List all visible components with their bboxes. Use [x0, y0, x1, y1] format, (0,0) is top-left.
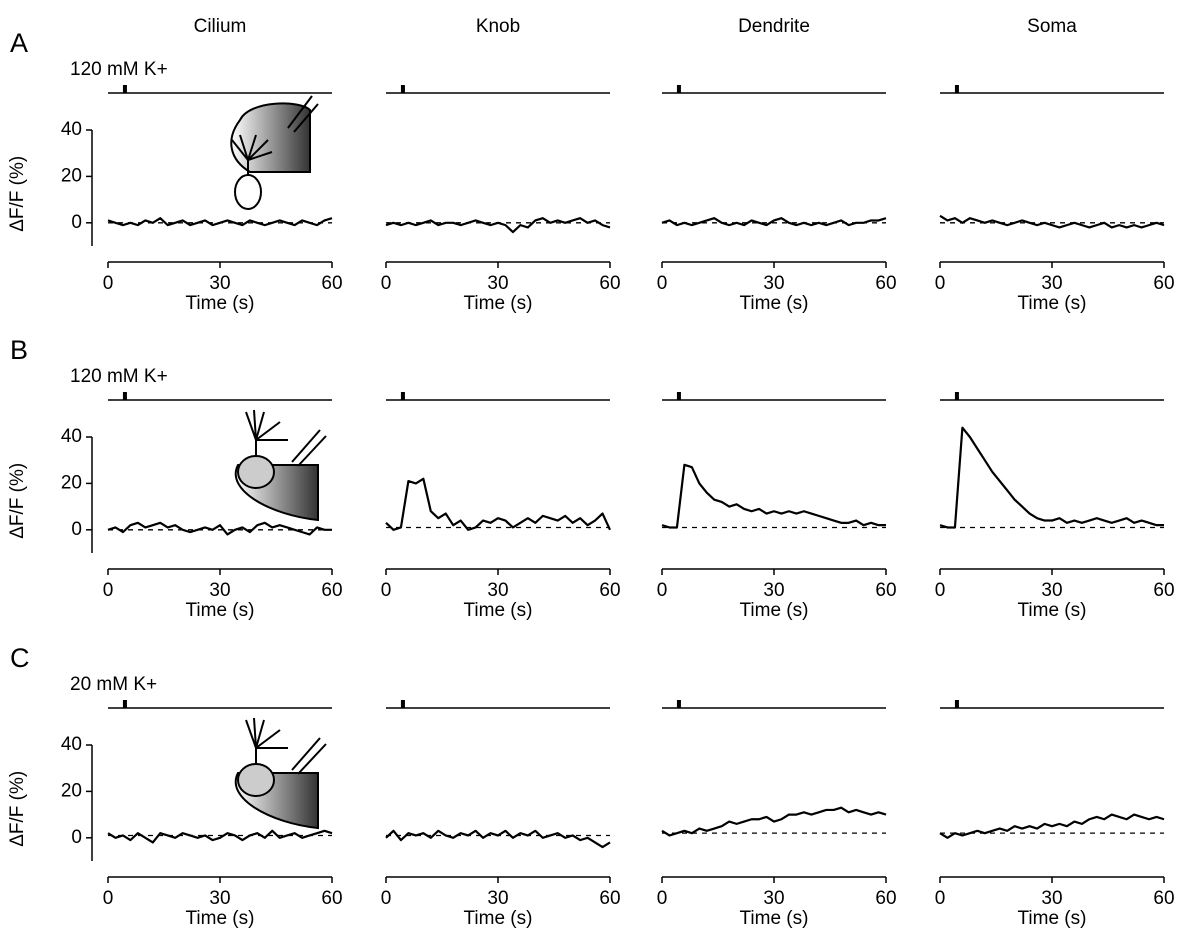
x-tick-label: 0 — [657, 888, 668, 909]
stimulus-pulse — [122, 700, 127, 708]
x-axis-label: Time (s) — [1018, 908, 1087, 929]
x-tick-label: 30 — [763, 888, 784, 909]
x-axis-label: Time (s) — [464, 908, 533, 929]
x-tick-label: 30 — [209, 888, 230, 909]
x-tick-label: 0 — [103, 888, 114, 909]
x-tick-label: 0 — [657, 273, 668, 294]
stimulus-pulse — [954, 392, 959, 400]
x-tick-label: 60 — [875, 273, 896, 294]
y-axis-label: ΔF/F (%) — [7, 156, 28, 232]
x-tick-label: 60 — [1153, 273, 1174, 294]
trace — [939, 426, 1164, 529]
x-tick-label: 30 — [487, 273, 508, 294]
stimulus-pulse — [400, 700, 405, 708]
panel-label: A — [10, 28, 28, 58]
x-tick-label: 60 — [599, 580, 620, 601]
x-tick-label: 0 — [935, 888, 946, 909]
y-tick-label: 40 — [61, 426, 82, 447]
stimulus-pulse — [676, 392, 681, 400]
trace — [107, 521, 332, 536]
x-tick-label: 30 — [1041, 888, 1062, 909]
trace — [385, 477, 611, 531]
x-tick-label: 60 — [1153, 580, 1174, 601]
inset-cell-a — [230, 95, 319, 210]
trace — [661, 806, 887, 837]
x-tick-label: 60 — [1153, 888, 1174, 909]
x-tick-label: 60 — [599, 888, 620, 909]
x-axis-label: Time (s) — [186, 600, 255, 621]
x-tick-label: 30 — [209, 273, 230, 294]
stimulus-pulse — [954, 85, 959, 93]
x-tick-label: 0 — [935, 273, 946, 294]
x-tick-label: 0 — [381, 580, 392, 601]
stimulus-pulse — [676, 85, 681, 93]
trace — [107, 217, 333, 227]
trace — [661, 217, 887, 227]
x-tick-label: 30 — [487, 580, 508, 601]
column-title: Dendrite — [738, 16, 810, 37]
x-axis-label: Time (s) — [464, 293, 533, 314]
x-axis-label: Time (s) — [1018, 600, 1087, 621]
x-tick-label: 30 — [763, 580, 784, 601]
x-tick-label: 60 — [321, 273, 342, 294]
x-tick-label: 30 — [1041, 580, 1062, 601]
x-tick-label: 60 — [875, 888, 896, 909]
x-tick-label: 0 — [103, 580, 114, 601]
x-axis-label: Time (s) — [1018, 293, 1087, 314]
trace — [385, 217, 611, 234]
stimulus-pulse — [954, 700, 959, 708]
trace — [939, 214, 1165, 229]
stimulus-label: 20 mM K+ — [70, 674, 157, 695]
trace — [939, 813, 1165, 839]
y-axis-label: ΔF/F (%) — [7, 463, 28, 539]
x-tick-label: 60 — [321, 888, 342, 909]
inset-cell-c — [234, 717, 327, 830]
y-axis-label: ΔF/F (%) — [7, 771, 28, 847]
x-axis-label: Time (s) — [186, 293, 255, 314]
y-tick-label: 20 — [61, 780, 82, 801]
stimulus-label: 120 mM K+ — [70, 59, 168, 80]
x-tick-label: 0 — [103, 273, 114, 294]
stimulus-label: 120 mM K+ — [70, 366, 168, 387]
column-title: Knob — [476, 16, 520, 37]
y-tick-label: 0 — [71, 519, 82, 540]
x-tick-label: 60 — [875, 580, 896, 601]
y-tick-label: 20 — [61, 472, 82, 493]
y-tick-label: 0 — [71, 827, 82, 848]
trace — [107, 829, 333, 844]
x-tick-label: 60 — [599, 273, 620, 294]
x-tick-label: 0 — [657, 580, 668, 601]
x-axis-label: Time (s) — [464, 600, 533, 621]
x-tick-label: 0 — [381, 273, 392, 294]
stimulus-pulse — [122, 85, 127, 93]
y-tick-label: 40 — [61, 734, 82, 755]
column-title: Cilium — [194, 16, 247, 37]
column-title: Soma — [1027, 16, 1077, 37]
y-tick-label: 20 — [61, 165, 82, 186]
x-axis-label: Time (s) — [740, 600, 809, 621]
x-tick-label: 0 — [381, 888, 392, 909]
x-tick-label: 0 — [935, 580, 946, 601]
stimulus-pulse — [676, 700, 681, 708]
stimulus-pulse — [122, 392, 127, 400]
trace — [661, 463, 886, 529]
x-tick-label: 60 — [321, 580, 342, 601]
x-axis-label: Time (s) — [740, 293, 809, 314]
x-tick-label: 30 — [763, 273, 784, 294]
stimulus-pulse — [400, 392, 405, 400]
panel-label: C — [10, 643, 30, 673]
x-tick-label: 30 — [487, 888, 508, 909]
x-tick-label: 30 — [1041, 273, 1062, 294]
x-axis-label: Time (s) — [186, 908, 255, 929]
stimulus-pulse — [400, 85, 405, 93]
y-tick-label: 40 — [61, 119, 82, 140]
y-tick-label: 0 — [71, 212, 82, 233]
trace — [385, 829, 611, 849]
x-tick-label: 30 — [209, 580, 230, 601]
inset-cell-b — [234, 409, 327, 522]
panel-label: B — [10, 335, 28, 365]
x-axis-label: Time (s) — [740, 908, 809, 929]
